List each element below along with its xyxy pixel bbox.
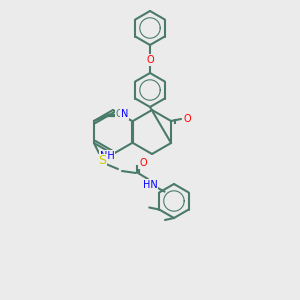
Text: NH: NH bbox=[100, 151, 114, 161]
Text: C: C bbox=[116, 109, 122, 119]
Text: O: O bbox=[139, 158, 147, 168]
Text: O: O bbox=[146, 55, 154, 65]
Text: O: O bbox=[183, 114, 191, 124]
Text: N: N bbox=[121, 109, 129, 119]
Text: S: S bbox=[98, 154, 106, 167]
Text: HN: HN bbox=[142, 180, 157, 190]
